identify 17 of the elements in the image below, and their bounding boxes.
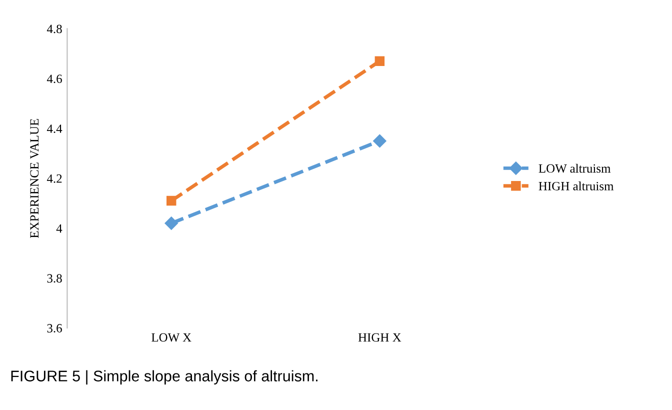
x-tick-label: LOW X bbox=[152, 333, 192, 342]
y-tick-label: 3.6 bbox=[47, 324, 62, 333]
legend-label: HIGH altruism bbox=[538, 182, 614, 190]
point bbox=[166, 196, 176, 206]
y-tick-label: 4.2 bbox=[46, 174, 62, 183]
caption: FIGURE 5 | Simple slope analysis of altruism. bbox=[11, 370, 318, 385]
y-tick-label: 4 bbox=[56, 224, 62, 233]
y-tick-label: 4.8 bbox=[46, 24, 62, 34]
legend-label: LOW altruism bbox=[538, 164, 611, 173]
point bbox=[164, 216, 178, 230]
x-tick-label: HIGH X bbox=[358, 333, 402, 342]
point bbox=[373, 134, 386, 148]
y-tick-label: 4.4 bbox=[46, 124, 62, 133]
y-axis-title: EXPERIENCE VALUE bbox=[30, 118, 39, 238]
y-tick-label: 3.8 bbox=[47, 274, 62, 283]
y-tick-label: 4.6 bbox=[46, 74, 62, 84]
point bbox=[374, 56, 385, 66]
